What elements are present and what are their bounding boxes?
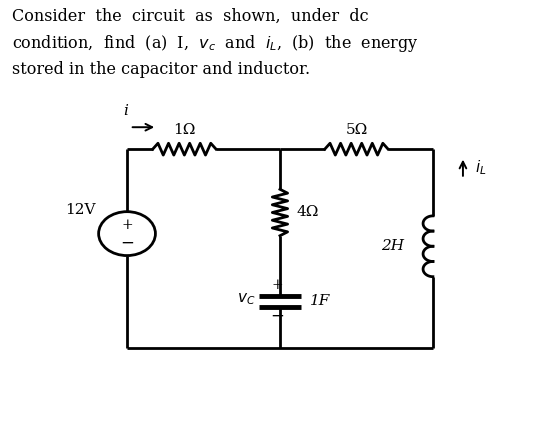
Text: +: +: [121, 218, 133, 232]
Text: 2H: 2H: [382, 239, 405, 253]
Text: +: +: [271, 278, 283, 292]
Text: 1F: 1F: [310, 294, 330, 308]
Text: −: −: [120, 235, 134, 252]
Text: Consider  the  circuit  as  shown,  under  dc
condition,  find  (a)  I,  $v_c$  : Consider the circuit as shown, under dc …: [12, 8, 419, 78]
Text: $i_L$: $i_L$: [475, 159, 486, 177]
Text: 5Ω: 5Ω: [345, 123, 368, 137]
Text: 4Ω: 4Ω: [296, 206, 319, 219]
Text: −: −: [270, 307, 284, 324]
Text: 1Ω: 1Ω: [173, 123, 195, 137]
Text: i: i: [123, 104, 128, 118]
Text: 12V: 12V: [65, 204, 96, 218]
Text: $v_C$: $v_C$: [237, 292, 255, 307]
